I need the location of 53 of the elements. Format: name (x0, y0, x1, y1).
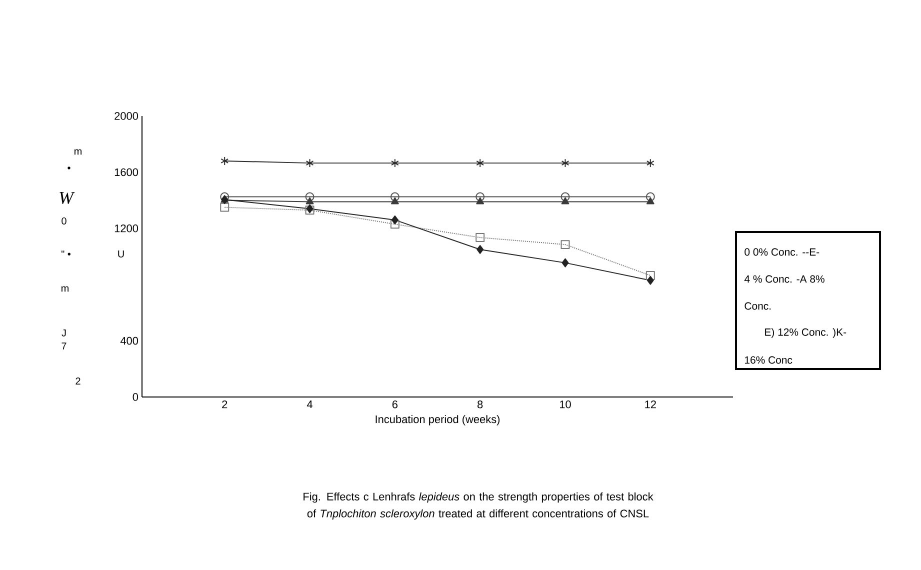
point (476, 197, 484, 204)
x-tick-label: 8 (478, 400, 483, 408)
point (306, 158, 314, 168)
point (560, 240, 570, 250)
text: " • (62, 250, 70, 256)
point (646, 158, 654, 168)
point (220, 156, 229, 166)
point (476, 244, 484, 254)
point (560, 192, 570, 202)
text: E) 12% Conc. )K- (765, 328, 846, 338)
point (391, 215, 398, 224)
point (390, 220, 400, 229)
y-tick-label: 1200 (114, 224, 138, 232)
text: m (62, 286, 68, 292)
point (646, 192, 655, 202)
chart-title: Fig. Effects c Lenhrafs lepideus on the strength properties of test block of Tnplochiton scleroxylon treated at different concentrations of CNSL (304, 492, 654, 520)
y-tick-label: 1600 (114, 168, 138, 176)
point (561, 197, 570, 204)
y-tick-label: 400 (120, 336, 138, 345)
y-tick-label: 2000 (114, 112, 138, 120)
text: J (62, 330, 66, 336)
text: 2 (76, 378, 80, 384)
point (476, 192, 485, 202)
point (390, 158, 399, 168)
text: 16% Conc (745, 356, 792, 364)
x-tick-label: 12 (645, 400, 656, 408)
y-tick-label: 0 (132, 393, 138, 401)
point (476, 158, 484, 168)
point (646, 197, 654, 204)
point (646, 270, 655, 280)
text: 7 (62, 342, 66, 350)
point (646, 276, 654, 285)
point (562, 258, 569, 268)
text: Conc. (744, 302, 771, 310)
text: 0 (62, 217, 66, 225)
x-tick-label: 4 (306, 400, 312, 408)
text: U (118, 250, 124, 258)
point (220, 202, 230, 212)
x-tick-label: 6 (392, 400, 398, 408)
point (476, 233, 485, 242)
point (390, 192, 400, 202)
text: • (68, 166, 70, 170)
x-axis-title: Incubation period (weeks) (376, 415, 500, 426)
point (390, 197, 399, 204)
point (561, 158, 570, 168)
text: m (74, 149, 82, 155)
point (306, 197, 314, 204)
text: W (60, 192, 75, 204)
text: 4 % Conc. -A 8% (744, 275, 824, 283)
x-tick-label: 2 (222, 400, 228, 408)
text: 0 0% Conc. --E- (744, 248, 820, 256)
point (305, 192, 314, 202)
x-tick-label: 10 (560, 400, 571, 408)
